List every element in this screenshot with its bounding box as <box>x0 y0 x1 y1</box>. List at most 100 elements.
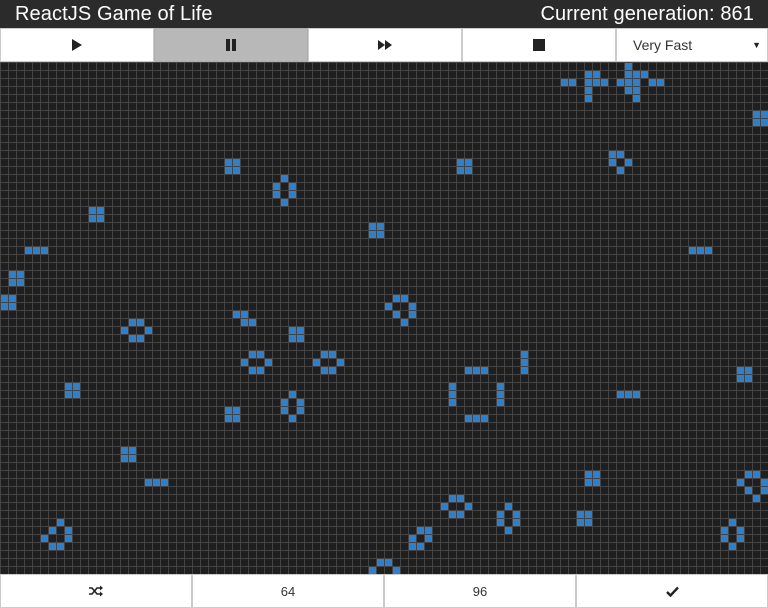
dead-cell[interactable] <box>169 375 176 382</box>
dead-cell[interactable] <box>121 399 128 406</box>
dead-cell[interactable] <box>601 191 608 198</box>
dead-cell[interactable] <box>65 103 72 110</box>
dead-cell[interactable] <box>681 87 688 94</box>
dead-cell[interactable] <box>185 375 192 382</box>
dead-cell[interactable] <box>617 343 624 350</box>
dead-cell[interactable] <box>41 303 48 310</box>
dead-cell[interactable] <box>609 127 616 134</box>
dead-cell[interactable] <box>353 103 360 110</box>
dead-cell[interactable] <box>329 159 336 166</box>
dead-cell[interactable] <box>385 223 392 230</box>
dead-cell[interactable] <box>81 303 88 310</box>
dead-cell[interactable] <box>121 247 128 254</box>
dead-cell[interactable] <box>209 63 216 70</box>
dead-cell[interactable] <box>545 135 552 142</box>
dead-cell[interactable] <box>473 223 480 230</box>
dead-cell[interactable] <box>489 159 496 166</box>
dead-cell[interactable] <box>449 319 456 326</box>
dead-cell[interactable] <box>705 183 712 190</box>
dead-cell[interactable] <box>641 335 648 342</box>
dead-cell[interactable] <box>393 151 400 158</box>
dead-cell[interactable] <box>113 295 120 302</box>
dead-cell[interactable] <box>65 111 72 118</box>
dead-cell[interactable] <box>481 399 488 406</box>
dead-cell[interactable] <box>649 231 656 238</box>
dead-cell[interactable] <box>169 407 176 414</box>
dead-cell[interactable] <box>521 263 528 270</box>
dead-cell[interactable] <box>233 295 240 302</box>
dead-cell[interactable] <box>273 247 280 254</box>
dead-cell[interactable] <box>385 447 392 454</box>
dead-cell[interactable] <box>209 407 216 414</box>
dead-cell[interactable] <box>177 343 184 350</box>
dead-cell[interactable] <box>513 127 520 134</box>
dead-cell[interactable] <box>593 127 600 134</box>
dead-cell[interactable] <box>305 63 312 70</box>
dead-cell[interactable] <box>441 383 448 390</box>
dead-cell[interactable] <box>745 295 752 302</box>
dead-cell[interactable] <box>281 351 288 358</box>
dead-cell[interactable] <box>105 183 112 190</box>
dead-cell[interactable] <box>89 143 96 150</box>
dead-cell[interactable] <box>529 375 536 382</box>
dead-cell[interactable] <box>681 391 688 398</box>
dead-cell[interactable] <box>209 223 216 230</box>
dead-cell[interactable] <box>129 151 136 158</box>
dead-cell[interactable] <box>553 63 560 70</box>
dead-cell[interactable] <box>753 351 760 358</box>
dead-cell[interactable] <box>41 119 48 126</box>
dead-cell[interactable] <box>241 303 248 310</box>
dead-cell[interactable] <box>89 151 96 158</box>
dead-cell[interactable] <box>617 135 624 142</box>
dead-cell[interactable] <box>681 279 688 286</box>
dead-cell[interactable] <box>577 359 584 366</box>
dead-cell[interactable] <box>249 127 256 134</box>
live-cell[interactable] <box>321 367 328 374</box>
dead-cell[interactable] <box>105 279 112 286</box>
dead-cell[interactable] <box>761 71 768 78</box>
dead-cell[interactable] <box>681 327 688 334</box>
dead-cell[interactable] <box>753 399 760 406</box>
dead-cell[interactable] <box>193 391 200 398</box>
dead-cell[interactable] <box>1 463 8 470</box>
dead-cell[interactable] <box>393 103 400 110</box>
dead-cell[interactable] <box>289 455 296 462</box>
dead-cell[interactable] <box>489 239 496 246</box>
dead-cell[interactable] <box>737 207 744 214</box>
dead-cell[interactable] <box>377 367 384 374</box>
dead-cell[interactable] <box>497 319 504 326</box>
dead-cell[interactable] <box>401 447 408 454</box>
dead-cell[interactable] <box>609 311 616 318</box>
dead-cell[interactable] <box>257 127 264 134</box>
dead-cell[interactable] <box>489 375 496 382</box>
dead-cell[interactable] <box>97 383 104 390</box>
dead-cell[interactable] <box>241 207 248 214</box>
dead-cell[interactable] <box>713 151 720 158</box>
dead-cell[interactable] <box>537 263 544 270</box>
dead-cell[interactable] <box>641 319 648 326</box>
dead-cell[interactable] <box>265 263 272 270</box>
dead-cell[interactable] <box>697 447 704 454</box>
dead-cell[interactable] <box>593 175 600 182</box>
dead-cell[interactable] <box>201 463 208 470</box>
dead-cell[interactable] <box>705 135 712 142</box>
dead-cell[interactable] <box>585 263 592 270</box>
dead-cell[interactable] <box>417 471 424 478</box>
dead-cell[interactable] <box>9 151 16 158</box>
dead-cell[interactable] <box>705 175 712 182</box>
dead-cell[interactable] <box>457 247 464 254</box>
dead-cell[interactable] <box>73 311 80 318</box>
dead-cell[interactable] <box>121 463 128 470</box>
dead-cell[interactable] <box>57 359 64 366</box>
dead-cell[interactable] <box>665 247 672 254</box>
dead-cell[interactable] <box>209 271 216 278</box>
dead-cell[interactable] <box>713 407 720 414</box>
dead-cell[interactable] <box>529 351 536 358</box>
dead-cell[interactable] <box>153 287 160 294</box>
dead-cell[interactable] <box>209 431 216 438</box>
dead-cell[interactable] <box>641 415 648 422</box>
dead-cell[interactable] <box>641 143 648 150</box>
dead-cell[interactable] <box>49 71 56 78</box>
dead-cell[interactable] <box>169 463 176 470</box>
dead-cell[interactable] <box>273 143 280 150</box>
